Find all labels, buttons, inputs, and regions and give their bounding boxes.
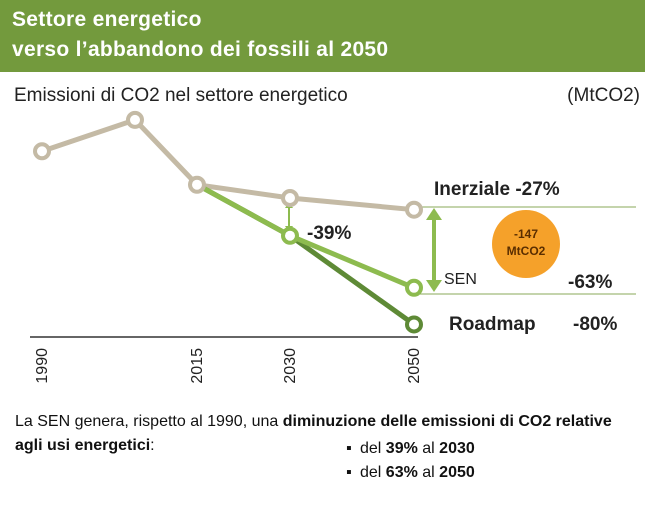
point <box>405 315 423 334</box>
double-arrow <box>426 208 442 292</box>
header-subtitle: verso l’abbandono dei fossili al 2050 <box>12 38 389 61</box>
text: La SEN genera, rispetto al 1990, una <box>15 413 283 430</box>
point <box>126 110 144 129</box>
annotation: -63% <box>568 272 612 293</box>
text: al <box>417 464 440 481</box>
text: al <box>417 440 440 457</box>
annotation: SEN <box>444 271 477 288</box>
x-tick-label: 2050 <box>406 348 423 384</box>
unit-label: (MtCO2) <box>567 85 640 106</box>
annotation: Roadmap <box>449 314 536 335</box>
annotation: -147 <box>514 227 538 241</box>
bullet: del 63% al 2050 <box>346 464 475 482</box>
chart-title: Emissioni di CO2 nel settore energetico <box>14 85 348 106</box>
text-bold: diminuzione delle emissioni di CO2 relat… <box>15 413 612 454</box>
point <box>281 189 299 207</box>
x-tick-label: 1990 <box>34 348 51 384</box>
text-bold: 2050 <box>439 464 475 481</box>
footer-text: La SEN genera, rispetto al 1990, una dim… <box>15 410 643 458</box>
point <box>33 142 51 161</box>
chart: Emissioni di CO2 nel settore energetico … <box>14 85 640 384</box>
annotation: -39% <box>307 223 351 244</box>
bullet: del 39% al 2030 <box>346 440 475 458</box>
point <box>281 226 299 245</box>
header: Settore energetico verso l’abbandono dei… <box>0 0 645 72</box>
annotation: MtCO2 <box>507 244 546 258</box>
point <box>405 278 423 297</box>
text: : <box>150 437 155 454</box>
text-bold: 2030 <box>439 440 475 457</box>
text-bold: 63% <box>385 464 418 481</box>
x-tick-label: 2015 <box>189 348 206 384</box>
x-tick-label: 2030 <box>282 348 299 384</box>
annotation: Inerziale -27% <box>434 179 560 200</box>
annotation: -80% <box>573 314 617 335</box>
point <box>188 175 206 194</box>
badge <box>492 210 560 278</box>
header-title: Settore energetico <box>12 8 202 31</box>
text: del <box>360 440 386 457</box>
text-bold: 39% <box>385 440 418 457</box>
series-line <box>41 117 415 213</box>
text: del <box>360 464 386 481</box>
point <box>405 200 423 219</box>
